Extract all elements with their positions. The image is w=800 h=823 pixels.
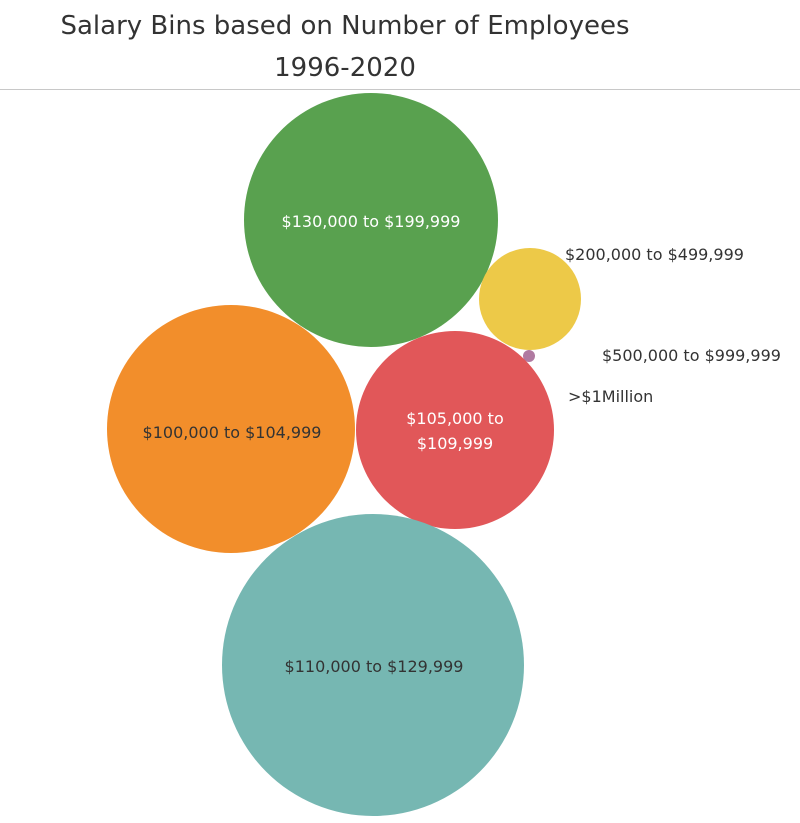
- bubble-mark-110-000-to-129-999[interactable]: [222, 514, 524, 816]
- bubble-mark-130-000-to-199-999[interactable]: [244, 93, 498, 347]
- bubble-105-000-to-109-999[interactable]: $105,000 to $109,999: [356, 331, 554, 529]
- bubble-mark-100-000-to-104-999[interactable]: [107, 305, 355, 553]
- bubble-130-000-to-199-999[interactable]: $130,000 to $199,999: [244, 93, 498, 347]
- bubble-label-130-000-to-199-999: $130,000 to $199,999: [282, 212, 461, 231]
- bubble-label-1million: >$1Million: [568, 387, 653, 406]
- bubble-mark-200-000-to-499-999[interactable]: [479, 248, 581, 350]
- bubble-mark-500-000-to-999-999[interactable]: [523, 350, 535, 362]
- bubble-1million[interactable]: >$1Million: [568, 387, 653, 406]
- bubble-100-000-to-104-999[interactable]: $100,000 to $104,999: [107, 305, 355, 553]
- bubble-label-105-000-to-109-999: $105,000 to $109,999: [406, 409, 504, 453]
- bubble-label-500-000-to-999-999: $500,000 to $999,999: [602, 346, 781, 365]
- bubble-110-000-to-129-999[interactable]: $110,000 to $129,999: [222, 514, 524, 816]
- bubble-500-000-to-999-999[interactable]: $500,000 to $999,999: [523, 346, 781, 365]
- bubble-label-110-000-to-129-999: $110,000 to $129,999: [285, 657, 464, 676]
- chart-title-line2: 1996-2020: [274, 53, 416, 83]
- title-divider: [0, 89, 800, 90]
- bubble-mark-105-000-to-109-999[interactable]: [356, 331, 554, 529]
- bubble-label-100-000-to-104-999: $100,000 to $104,999: [143, 423, 322, 442]
- bubble-label-200-000-to-499-999: $200,000 to $499,999: [565, 245, 744, 264]
- chart-title-line1: Salary Bins based on Number of Employees: [60, 11, 630, 41]
- bubble-200-000-to-499-999[interactable]: $200,000 to $499,999: [479, 245, 744, 351]
